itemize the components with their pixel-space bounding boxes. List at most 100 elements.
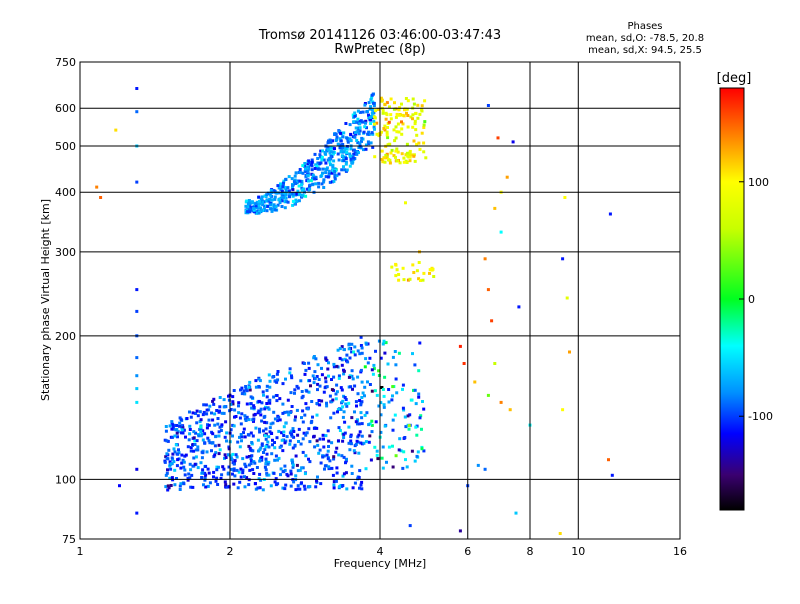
data-point	[383, 375, 387, 379]
data-point	[332, 179, 336, 183]
data-point	[291, 188, 295, 192]
data-point	[360, 422, 364, 426]
data-point	[239, 467, 243, 471]
data-point	[240, 412, 244, 416]
data-point	[270, 432, 274, 435]
data-point	[379, 401, 383, 405]
data-point	[244, 385, 248, 388]
data-point	[181, 426, 185, 430]
data-point	[385, 156, 388, 160]
data-point	[397, 273, 401, 276]
data-point	[355, 439, 359, 443]
data-point	[363, 365, 367, 369]
data-point	[243, 414, 247, 418]
data-point	[370, 419, 374, 423]
data-point	[224, 456, 228, 459]
data-point	[178, 421, 182, 425]
data-point	[189, 446, 193, 450]
data-point	[225, 485, 229, 489]
data-point	[163, 438, 167, 442]
data-point	[315, 402, 319, 405]
data-point	[186, 478, 190, 482]
data-point	[486, 104, 490, 107]
data-point	[265, 384, 269, 388]
data-point	[334, 132, 338, 136]
data-point	[342, 455, 346, 459]
data-point	[227, 398, 231, 402]
data-point	[418, 341, 422, 345]
data-point	[395, 391, 399, 395]
data-point	[334, 392, 338, 396]
data-point	[280, 199, 284, 203]
data-point	[337, 453, 341, 457]
phase-colorbar: -100 0 100	[719, 87, 773, 511]
data-point	[396, 150, 400, 154]
phases-heading: Phases	[627, 21, 662, 32]
data-point	[363, 102, 367, 105]
data-point	[366, 380, 369, 384]
data-point	[335, 466, 339, 470]
data-point	[381, 160, 385, 164]
data-point	[300, 481, 303, 485]
y-tick-label: 400	[55, 186, 76, 199]
data-point	[403, 436, 407, 439]
colorbar-tick-label: 0	[748, 293, 755, 306]
data-point	[327, 439, 331, 443]
data-point	[273, 417, 277, 421]
data-point	[265, 452, 269, 456]
data-point	[218, 409, 221, 413]
data-point	[164, 455, 168, 459]
data-point	[327, 171, 331, 175]
data-point	[357, 422, 361, 426]
data-point	[260, 197, 264, 201]
data-point	[342, 159, 346, 163]
data-point	[385, 460, 388, 464]
data-point	[295, 199, 299, 203]
data-point	[517, 305, 521, 309]
data-point	[257, 203, 261, 207]
data-point	[299, 171, 303, 175]
data-point	[303, 162, 307, 165]
data-point	[405, 111, 408, 115]
data-point	[333, 177, 337, 181]
data-point	[293, 391, 296, 395]
data-point	[476, 463, 480, 467]
data-point	[227, 465, 231, 469]
data-point	[297, 192, 301, 196]
data-point	[357, 451, 361, 455]
data-point	[363, 413, 367, 417]
data-point	[250, 454, 254, 458]
data-point	[264, 437, 268, 441]
data-point	[287, 189, 291, 193]
data-point	[395, 147, 399, 151]
data-point	[406, 278, 410, 282]
data-point	[276, 184, 280, 188]
data-point	[344, 147, 348, 151]
data-point	[397, 448, 401, 452]
data-point	[418, 147, 422, 151]
data-point	[396, 122, 400, 126]
data-point	[249, 462, 253, 466]
data-point	[390, 265, 394, 269]
data-point	[338, 143, 342, 147]
data-point	[387, 445, 391, 449]
data-point	[371, 145, 375, 149]
data-point	[418, 112, 422, 116]
data-point	[217, 430, 221, 434]
data-point	[263, 465, 267, 469]
data-point	[349, 385, 353, 389]
data-point	[337, 158, 341, 162]
data-point	[265, 473, 269, 477]
data-point	[195, 421, 199, 425]
data-point	[493, 206, 497, 210]
data-point	[257, 409, 261, 413]
data-point	[237, 470, 241, 474]
data-point	[192, 436, 196, 440]
data-point	[304, 167, 307, 171]
data-point	[318, 384, 322, 388]
data-point	[217, 452, 221, 456]
data-point	[337, 374, 341, 378]
data-point	[318, 448, 322, 452]
data-point	[196, 448, 200, 452]
data-point	[395, 268, 399, 272]
